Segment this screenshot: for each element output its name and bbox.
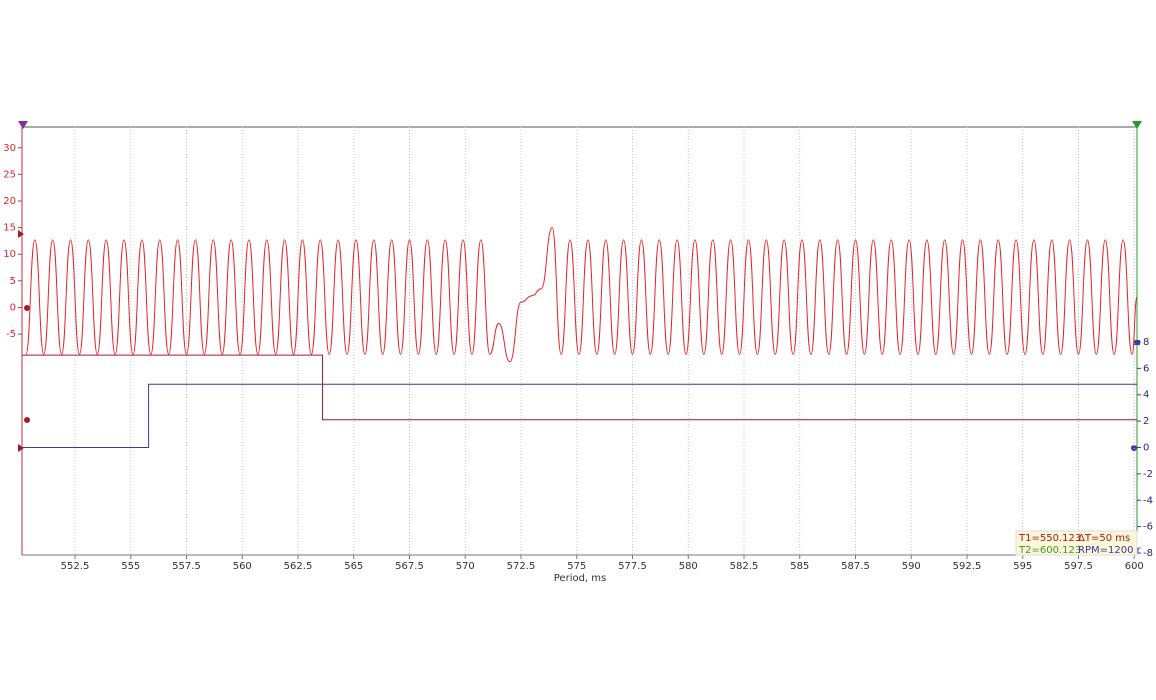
x-tick-label: 592.5 <box>953 561 982 572</box>
x-tick-label: 587.5 <box>841 561 870 572</box>
x-tick-label: 555 <box>121 561 140 572</box>
cursor-readout <box>1015 530 1138 556</box>
y-tick-label: 5 <box>10 276 16 287</box>
channel-marker[interactable] <box>1134 340 1140 345</box>
y2-tick-label: 0 <box>1143 443 1149 454</box>
x-tick-label: 557.5 <box>172 561 201 572</box>
y-tick-label: 25 <box>3 169 16 180</box>
x-tick-label: 600 <box>1125 561 1144 572</box>
y2-tick-label: -2 <box>1143 469 1153 480</box>
trace <box>22 354 1137 421</box>
y2-tick-label: -8 <box>1143 548 1153 559</box>
y2-tick-label: 8 <box>1143 337 1149 348</box>
x-tick-label: 570 <box>456 561 475 572</box>
cursor-t2-marker[interactable] <box>1132 121 1142 129</box>
x-tick-label: 567.5 <box>395 561 424 572</box>
x-tick-label: 552.5 <box>61 561 90 572</box>
cursor-t2-label: T2=600.123 <box>1018 545 1081 556</box>
channel-marker[interactable] <box>18 444 24 452</box>
rpm-label: RPM=1200 r <box>1078 545 1142 556</box>
x-tick-label: 585 <box>790 561 809 572</box>
y-tick-label: 0 <box>10 302 16 313</box>
y-tick-label: 15 <box>3 223 16 234</box>
channel-marker[interactable] <box>24 417 30 423</box>
x-tick-label: 580 <box>679 561 698 572</box>
y2-tick-label: 6 <box>1143 363 1149 374</box>
y-tick-label: -5 <box>6 329 16 340</box>
x-tick-label: 577.5 <box>618 561 647 572</box>
y2-tick-label: -6 <box>1143 522 1153 533</box>
x-tick-label: 582.5 <box>730 561 759 572</box>
channel-marker[interactable] <box>24 305 30 311</box>
x-tick-label: 560 <box>233 561 252 572</box>
x-tick-label: 590 <box>902 561 921 572</box>
y-tick-label: 20 <box>3 196 16 207</box>
x-tick-label: 572.5 <box>507 561 536 572</box>
trace <box>22 383 1137 449</box>
traces <box>22 227 1137 449</box>
cursor-dt-label: ΔT=50 ms <box>1078 533 1130 544</box>
x-tick-label: 565 <box>344 561 363 572</box>
cursor-t1-marker[interactable] <box>18 121 28 129</box>
x-tick-label: 562.5 <box>284 561 313 572</box>
y2-tick-label: 2 <box>1143 416 1149 427</box>
y2-tick-label: -4 <box>1143 495 1153 506</box>
y2-tick-label: 4 <box>1143 390 1149 401</box>
trace <box>25 227 1137 363</box>
cursor-t1-label: T1=550.123 <box>1018 533 1081 544</box>
channel-marker[interactable] <box>18 230 24 238</box>
y-tick-label: 30 <box>3 143 16 154</box>
x-tick-label: 575 <box>567 561 586 572</box>
ticks: 552.5 555 557.5 560 562.5 565 567.5 570 572.5 575… <box>3 143 1153 572</box>
y-tick-label: 10 <box>3 249 16 260</box>
x-axis-label: Period, ms <box>554 573 607 584</box>
x-tick-label: 595 <box>1013 561 1032 572</box>
x-tick-label: 597.5 <box>1064 561 1093 572</box>
